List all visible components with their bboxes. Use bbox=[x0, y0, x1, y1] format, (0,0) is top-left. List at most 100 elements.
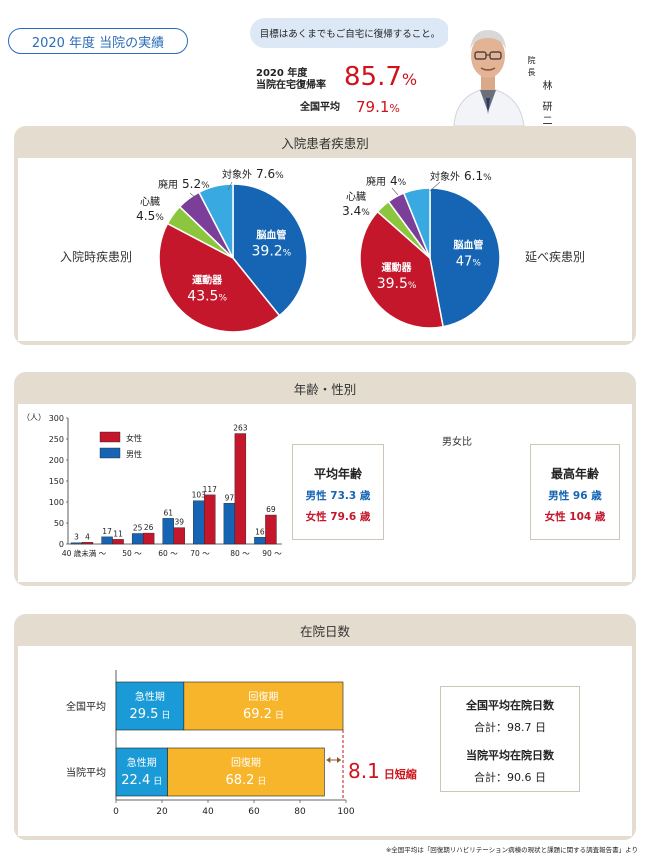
hospital-rate-label: 2020 年度 当院在宅復帰率 bbox=[256, 68, 326, 92]
age-x-tick-1: 50 〜 bbox=[122, 549, 142, 558]
hospital-rate-value: 85.7% bbox=[344, 62, 417, 92]
pie-slice-name-1: 運動器 bbox=[192, 273, 223, 286]
stay-summary-box: 全国平均在院日数 合計：98.7 日 当院平均在院日数 合計：90.6 日 bbox=[440, 686, 580, 792]
stay-x-tick-3: 60 bbox=[248, 807, 260, 817]
age-y-tick-5: 250 bbox=[49, 435, 64, 444]
pie-slice-0 bbox=[429, 187, 501, 328]
rate-label-year: 2020 年度 bbox=[256, 68, 308, 79]
pie-leader-line-4 bbox=[429, 181, 441, 192]
pie-slice-value-2: 4.5% bbox=[136, 209, 164, 223]
national-rate-label: 全国平均 bbox=[300, 102, 340, 113]
age-x-tick-2: 60 〜 bbox=[158, 549, 178, 558]
age-bar-value-female-5: 263 bbox=[233, 424, 248, 433]
age-x-tick-3: 70 〜 bbox=[190, 549, 210, 558]
stay-x-tick-0: 0 bbox=[113, 807, 119, 817]
age-bar-value-female-3: 39 bbox=[174, 518, 184, 527]
age-bar-male-5 bbox=[223, 503, 236, 545]
age-bar-female-6 bbox=[265, 514, 277, 545]
pie-slice-label-3: 廃用 4% bbox=[366, 174, 407, 188]
age-bar-female-5 bbox=[234, 433, 247, 545]
age-bar-value-male-4: 103 bbox=[192, 491, 207, 500]
max-age-female: 女性 104 歳 bbox=[544, 511, 606, 523]
age-x-tick-5: 90 〜 bbox=[262, 549, 282, 558]
pie-slice-name-2: 心臓 bbox=[346, 191, 366, 203]
quote-text: 目標はあくまでもご自宅に復帰すること。 bbox=[259, 29, 441, 40]
age-bar-male-1 bbox=[101, 536, 113, 545]
national-stay-title: 全国平均在院日数 bbox=[466, 699, 554, 712]
age-bar-value-male-1: 17 bbox=[102, 527, 112, 536]
director-photo bbox=[448, 14, 528, 126]
stay-x-tick-5: 100 bbox=[337, 807, 354, 817]
national-rate-value: 79.1% bbox=[356, 98, 400, 116]
pie-slice-name-2: 心臓 bbox=[140, 196, 160, 208]
max-age-title: 最高年齢 bbox=[550, 467, 599, 481]
age-x-tick-4: 80 〜 bbox=[230, 549, 250, 558]
pie-slice-label-3: 廃用 5.2% bbox=[158, 177, 210, 191]
pie-slice-name-0: 脳血管 bbox=[453, 238, 483, 251]
pie-chart-admission: 脳血管 39.2% 運動器 43.5% 心臓4.5% 廃用 5.2% 対象外 7.6% bbox=[136, 167, 308, 333]
age-bar-value-male-3: 61 bbox=[163, 508, 173, 517]
footnote: ※全国平均は「回復期リハビリテーション病棟の現状と課題に関する調査報告書」より bbox=[385, 846, 638, 854]
stay-bar-name-recovery-0: 回復期 bbox=[248, 690, 278, 703]
age-bar-value-female-0: 4 bbox=[85, 532, 90, 541]
stay-bar-acute-1 bbox=[115, 747, 168, 797]
age-x-tick-0: 40 歳未満 〜 bbox=[62, 548, 107, 558]
disease-panel: 入院患者疾患別 bbox=[14, 126, 636, 345]
age-y-tick-0: 0 bbox=[59, 540, 64, 549]
stay-diff-value: 8.1 bbox=[348, 759, 380, 783]
age-legend-label-0: 女性 bbox=[126, 433, 142, 443]
stay-diff-arrow-head-right bbox=[337, 757, 342, 763]
stay-x-tick-1: 20 bbox=[156, 807, 168, 817]
age-bar-female-4 bbox=[204, 494, 216, 545]
age-y-tick-3: 150 bbox=[49, 477, 64, 486]
age-bar-value-male-2: 25 bbox=[133, 524, 143, 533]
age-y-tick-2: 100 bbox=[49, 498, 64, 507]
age-y-tick-1: 50 bbox=[54, 519, 64, 528]
age-y-unit: （人） bbox=[22, 413, 46, 422]
hospital-stay-title: 当院平均在院日数 bbox=[466, 749, 554, 762]
stay-panel-title: 在院日数 bbox=[299, 623, 350, 639]
quote-bubble: 目標はあくまでもご自宅に復帰すること。 bbox=[250, 18, 450, 48]
age-bar-female-3 bbox=[173, 527, 185, 545]
national-stay-total: 合計：98.7 日 bbox=[474, 721, 546, 734]
age-bar-value-female-2: 26 bbox=[144, 523, 154, 532]
max-age-male: 男性 96 歳 bbox=[548, 490, 602, 502]
disease-panel-body bbox=[18, 158, 632, 341]
pie-slice-value-0: 47% bbox=[456, 254, 482, 269]
age-bar-female-2 bbox=[142, 532, 155, 545]
pie-slice-value-1: 39.5% bbox=[377, 276, 417, 292]
age-bar-male-0 bbox=[70, 542, 83, 545]
stay-bar-acute-0 bbox=[115, 681, 185, 731]
pie-leader-line-3 bbox=[189, 192, 199, 201]
age-bar-male-4 bbox=[193, 500, 205, 545]
pie-slice-value-1: 43.5% bbox=[187, 288, 227, 304]
pie-slice-label-4: 対象外 7.6% bbox=[222, 167, 284, 181]
pie-left-label: 入院時疾患別 bbox=[60, 250, 133, 264]
age-bar-male-6 bbox=[254, 537, 266, 545]
gender-ratio-title: 男女比 bbox=[442, 437, 472, 448]
avg-age-title: 平均年齢 bbox=[313, 467, 362, 481]
stay-bar-name-acute-1: 急性期 bbox=[127, 756, 157, 769]
avg-age-male: 男性 73.3 歳 bbox=[305, 490, 371, 502]
pie-chart-cumulative: 脳血管 47% 運動器 39.5% 心臓3.4% 廃用 4% 対象外 6.1% bbox=[342, 169, 501, 329]
pie-slice-value-2: 3.4% bbox=[342, 204, 370, 218]
avg-age-female: 女性 79.6 歳 bbox=[305, 511, 371, 523]
director-name: 林 研二 bbox=[540, 80, 551, 130]
age-bar-female-0 bbox=[81, 542, 94, 545]
national-rate-number: 79.1 bbox=[356, 98, 390, 116]
page-title: 2020 年度 当院の実績 bbox=[8, 28, 188, 54]
director-title: 院長 bbox=[527, 56, 536, 80]
stay-bar-name-acute-0: 急性期 bbox=[135, 690, 165, 703]
pie-slice-4 bbox=[402, 187, 431, 259]
stay-bar-recovery-0 bbox=[183, 681, 344, 731]
rate-label-text: 当院在宅復帰率 bbox=[256, 80, 326, 91]
pie-leader-line-4 bbox=[227, 181, 233, 191]
rate-unit: % bbox=[401, 70, 418, 89]
stay-bar-recovery-1 bbox=[167, 747, 325, 797]
stay-row-label-0: 全国平均 bbox=[66, 700, 106, 713]
rate-number: 85.7 bbox=[344, 62, 402, 92]
stay-diff-unit: 日短縮 bbox=[383, 768, 417, 781]
pie-slice-1 bbox=[158, 222, 281, 333]
